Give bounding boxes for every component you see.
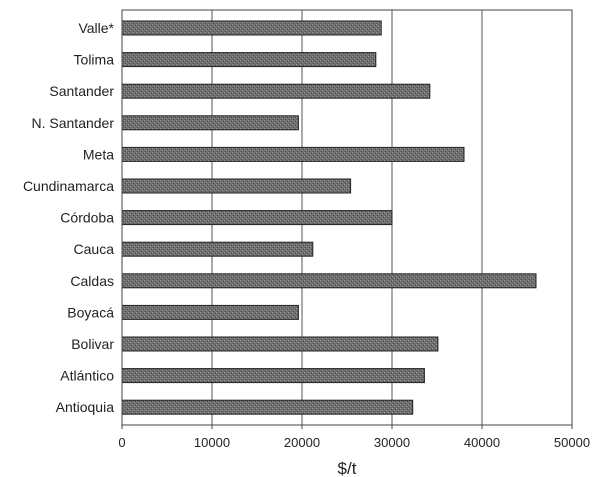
category-label: Antioquia: [56, 399, 115, 415]
bar-c-rdoba: [121, 210, 393, 226]
category-label: Atlántico: [60, 368, 114, 384]
category-label: Boyacá: [67, 304, 114, 320]
bar-caldas: [121, 273, 537, 289]
bar-santander: [121, 83, 431, 99]
category-label: N. Santander: [32, 115, 115, 131]
category-label: Bolivar: [71, 336, 114, 352]
bar-cauca: [121, 241, 314, 257]
category-label: Santander: [49, 83, 114, 99]
x-tick-label: 10000: [194, 435, 230, 450]
x-tick-label: 0: [118, 435, 125, 450]
x-tick-label: 50000: [554, 435, 590, 450]
category-label: Valle*: [78, 20, 114, 36]
category-label: Caldas: [70, 273, 114, 289]
x-axis-title: $/t: [338, 459, 357, 477]
bar-meta: [121, 146, 465, 162]
bar-boyac: [121, 304, 299, 320]
plot-frame: [121, 9, 573, 426]
bar-n-santander: [121, 115, 299, 131]
bar-cundinamarca: [121, 178, 352, 194]
category-label: Córdoba: [60, 210, 114, 226]
bars: [121, 20, 537, 415]
bar-antioquia: [121, 399, 414, 415]
bar-bolivar: [121, 336, 439, 352]
bar-tolima: [121, 52, 377, 68]
category-label: Cundinamarca: [23, 178, 114, 194]
x-tick-label: 20000: [284, 435, 320, 450]
category-labels: Valle* Tolima Santander N. Santander Meta Cun…: [23, 20, 115, 415]
x-tick-label: 30000: [374, 435, 410, 450]
x-axis-ticks: 0 10000 20000 30000 40000 50000: [118, 425, 590, 450]
bar-valle: [121, 20, 382, 36]
category-label: Meta: [83, 146, 114, 162]
category-label: Cauca: [74, 241, 115, 257]
bar-atl-ntico: [121, 368, 425, 384]
category-label: Tolima: [74, 52, 115, 68]
x-tick-label: 40000: [464, 435, 500, 450]
